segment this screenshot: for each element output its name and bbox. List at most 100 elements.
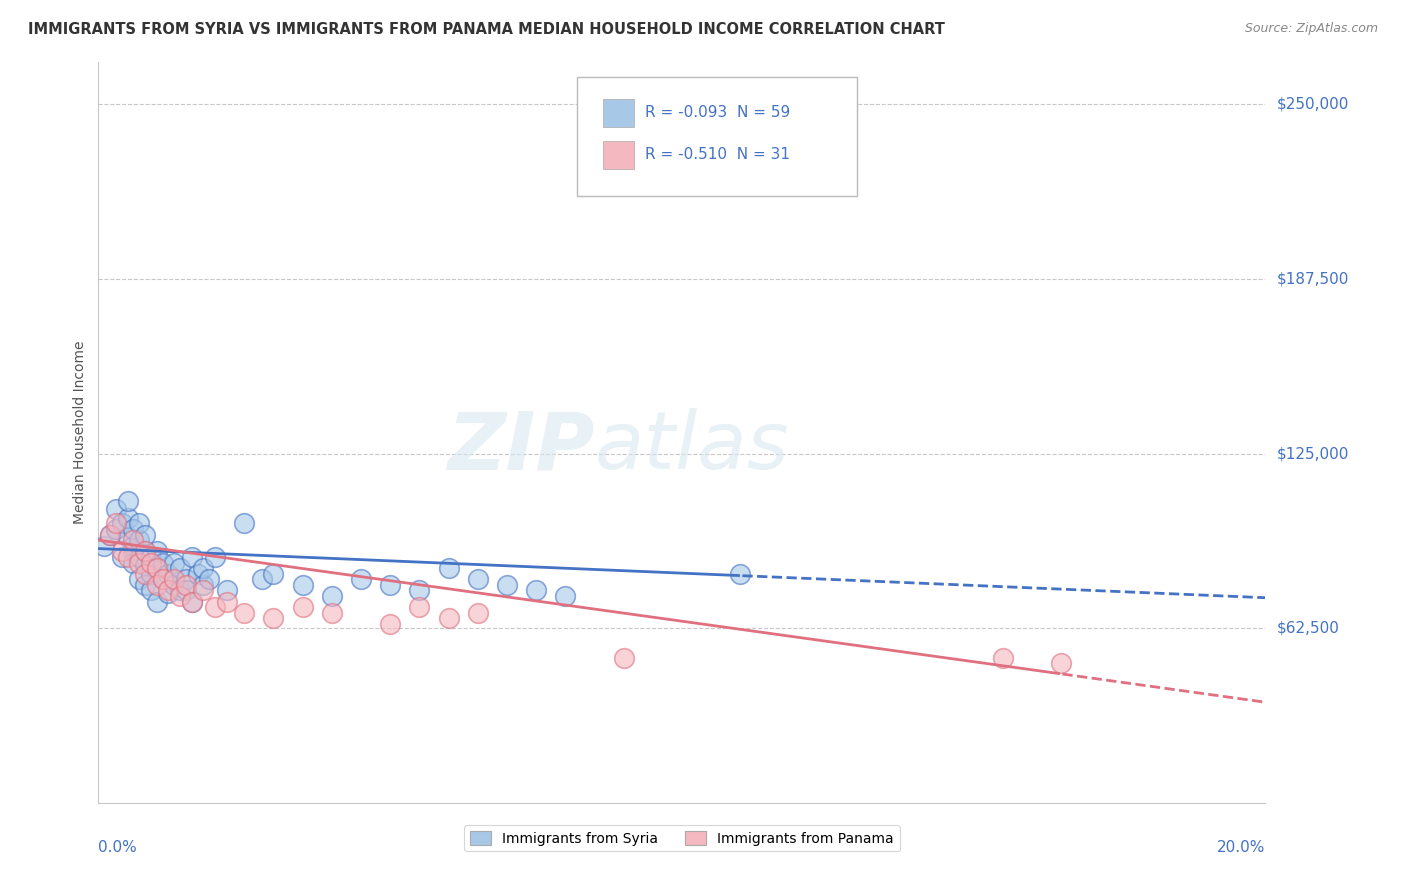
Point (187, 566, 209, 581)
Point (174, 583, 197, 598)
Point (169, 561, 191, 575)
Point (111, 516, 134, 531)
Point (233, 606, 256, 620)
Text: ZIP: ZIP (447, 409, 595, 486)
Point (437, 611, 460, 625)
Point (139, 583, 162, 598)
Point (134, 544, 156, 558)
Point (321, 606, 343, 620)
Point (174, 572, 197, 586)
Point (152, 572, 174, 586)
Point (169, 583, 191, 598)
Point (193, 578, 215, 592)
Point (146, 561, 169, 575)
Legend: Immigrants from Syria, Immigrants from Panama: Immigrants from Syria, Immigrants from P… (464, 825, 900, 851)
Point (111, 544, 134, 558)
Point (204, 549, 226, 564)
Text: R = -0.093  N = 59: R = -0.093 N = 59 (645, 105, 790, 120)
Point (180, 549, 202, 564)
Point (408, 600, 430, 615)
Point (98, 527, 121, 541)
Point (139, 549, 162, 564)
Point (380, 617, 402, 632)
Text: $62,500: $62,500 (1277, 621, 1340, 636)
Point (991, 650, 1014, 665)
Point (104, 516, 127, 531)
Point (215, 594, 238, 608)
Point (291, 578, 314, 592)
Point (467, 572, 489, 586)
Point (174, 578, 197, 592)
Point (93, 539, 115, 553)
Point (134, 578, 156, 592)
Point (157, 566, 180, 581)
Text: 20.0%: 20.0% (1218, 840, 1265, 855)
Point (146, 594, 169, 608)
Point (524, 583, 547, 598)
Point (134, 566, 156, 581)
Point (180, 594, 202, 608)
Text: $250,000: $250,000 (1277, 97, 1348, 112)
Point (730, 566, 752, 581)
Point (104, 522, 127, 536)
Point (122, 539, 145, 553)
Text: $187,500: $187,500 (1277, 271, 1348, 286)
Point (128, 533, 150, 548)
Point (233, 516, 256, 531)
Point (117, 511, 139, 525)
Point (128, 572, 150, 586)
Point (146, 578, 169, 592)
Point (215, 583, 238, 598)
Text: IMMIGRANTS FROM SYRIA VS IMMIGRANTS FROM PANAMA MEDIAN HOUSEHOLD INCOME CORRELAT: IMMIGRANTS FROM SYRIA VS IMMIGRANTS FROM… (28, 22, 945, 37)
Point (467, 606, 489, 620)
FancyBboxPatch shape (576, 78, 856, 195)
FancyBboxPatch shape (603, 99, 634, 127)
Point (134, 527, 156, 541)
Text: Source: ZipAtlas.com: Source: ZipAtlas.com (1244, 22, 1378, 36)
Point (163, 572, 186, 586)
Point (321, 589, 343, 603)
Point (262, 611, 284, 625)
Point (262, 566, 284, 581)
Point (122, 522, 145, 536)
Point (128, 556, 150, 570)
Point (122, 533, 145, 548)
Point (152, 572, 174, 586)
Point (152, 556, 174, 570)
Point (139, 566, 162, 581)
Point (98, 527, 121, 541)
Point (1050, 656, 1073, 670)
Point (146, 561, 169, 575)
Point (169, 589, 191, 603)
Point (157, 583, 180, 598)
Point (437, 561, 460, 575)
Point (128, 549, 150, 564)
Point (180, 594, 202, 608)
Point (496, 578, 519, 592)
Point (157, 586, 180, 600)
Point (350, 572, 373, 586)
Text: 0.0%: 0.0% (98, 840, 138, 855)
Point (250, 572, 273, 586)
Point (193, 561, 215, 575)
Point (163, 578, 186, 592)
Point (134, 558, 156, 573)
Point (554, 589, 576, 603)
Point (104, 502, 127, 516)
Point (117, 494, 139, 508)
Y-axis label: Median Household Income: Median Household Income (73, 341, 87, 524)
Point (163, 556, 186, 570)
Point (198, 572, 221, 586)
Point (139, 556, 162, 570)
Point (408, 583, 430, 598)
Point (380, 578, 402, 592)
Point (204, 600, 226, 615)
FancyBboxPatch shape (603, 141, 634, 169)
Text: atlas: atlas (595, 409, 789, 486)
Point (122, 544, 145, 558)
Text: $125,000: $125,000 (1277, 446, 1348, 461)
Point (146, 544, 169, 558)
Point (117, 530, 139, 544)
Point (128, 516, 150, 531)
Point (117, 549, 139, 564)
